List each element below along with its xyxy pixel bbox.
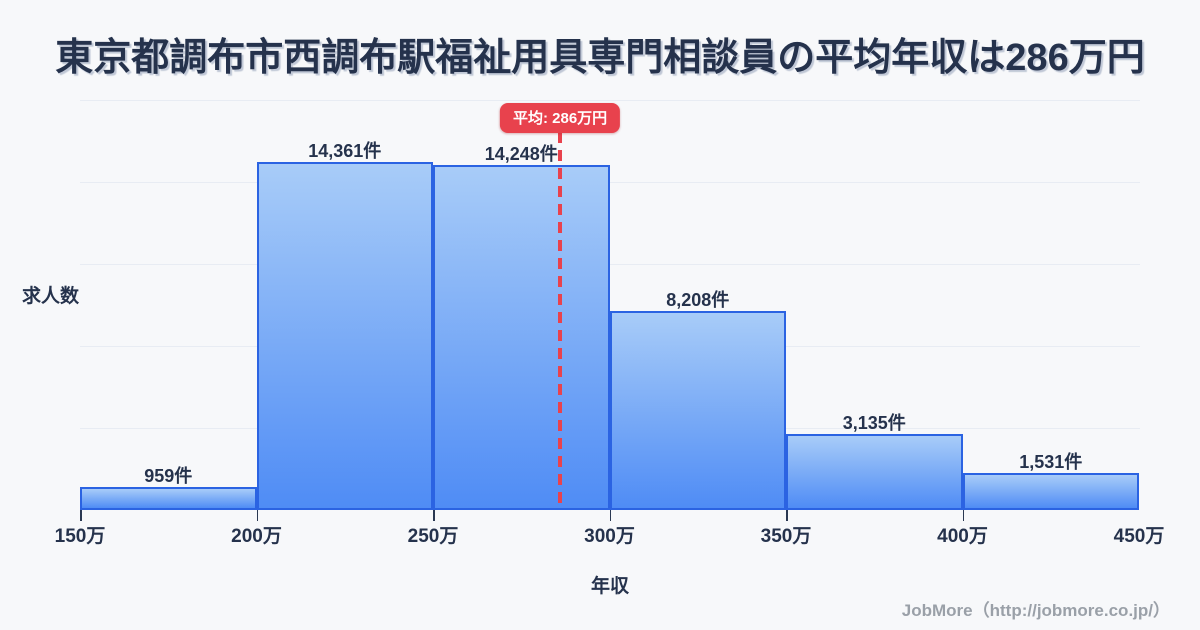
x-axis-tick-label: 250万 [407,526,459,547]
bar-value-label: 14,361件 [308,141,382,161]
bar-value-label: 14,248件 [484,144,558,164]
x-axis-tick [962,510,964,521]
footer-credit: JobMore（http://jobmore.co.jp/） [901,601,1170,620]
x-axis-tick [80,510,82,521]
histogram-bar [80,487,257,510]
x-axis-tick-label: 150万 [54,526,106,547]
histogram-bar [609,311,786,510]
average-salary-badge: 平均: 286万円 [499,103,621,133]
x-axis-tick [786,510,788,521]
average-line [558,132,563,510]
y-axis-label: 求人数 [22,286,80,307]
histogram-bar [786,434,963,510]
bar-value-label: 1,531件 [1019,452,1083,472]
x-axis-tick [609,510,611,521]
histogram-bar [433,165,610,510]
bar-value-label: 8,208件 [666,290,730,310]
x-axis-tick-label: 400万 [937,526,988,547]
histogram-bar [256,162,433,510]
page-title: 東京都調布市西調布駅福祉用具専門相談員の平均年収は286万円 [55,37,1145,79]
x-axis-tick [433,510,435,521]
bar-value-label: 3,135件 [842,413,906,433]
bar-value-label: 959件 [144,466,193,486]
x-axis-tick-label: 300万 [584,526,635,547]
gridline [80,100,1140,101]
gridline [80,182,1140,183]
x-axis-tick-label: 350万 [760,526,812,547]
x-axis-tick [256,510,258,521]
x-axis-label: 年収 [590,576,629,597]
histogram-bar [962,473,1139,510]
x-axis-tick-label: 200万 [231,526,282,547]
gridline [80,264,1140,265]
x-axis-tick-label: 450万 [1113,526,1165,547]
